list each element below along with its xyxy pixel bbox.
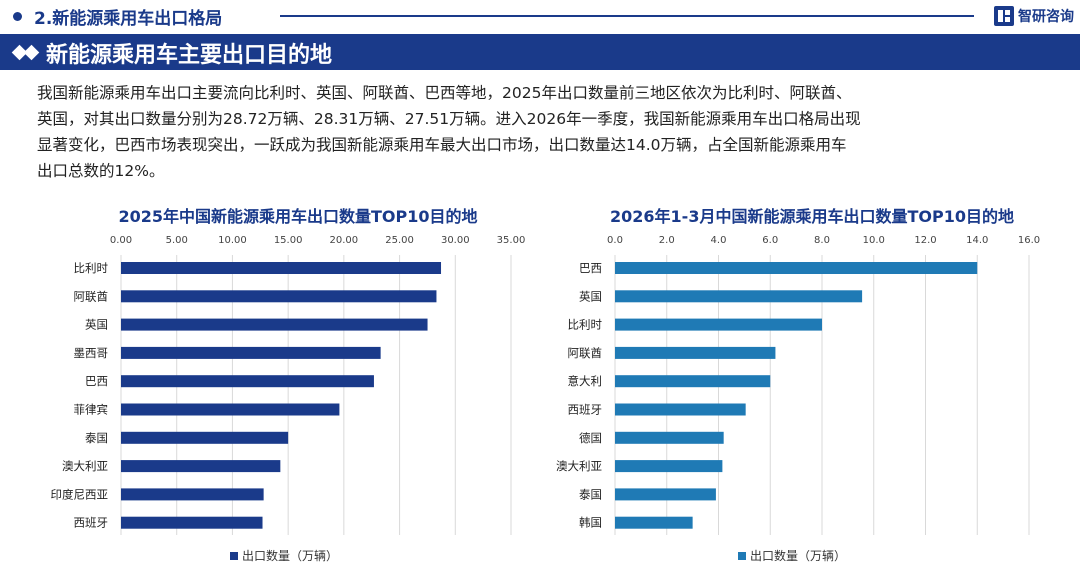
category-label: 菲律宾 <box>74 403 109 417</box>
category-label: 韩国 <box>579 516 602 530</box>
category-label: 泰国 <box>579 487 602 501</box>
category-label: 巴西 <box>579 261 602 275</box>
top-bar: 2.新能源乘用车出口格局 智研咨询 <box>0 0 1080 32</box>
x-tick-label: 10.0 <box>863 235 885 246</box>
section-title: 2.新能源乘用车出口格局 <box>34 9 223 29</box>
bar <box>615 375 771 388</box>
x-tick-label: 16.0 <box>1018 235 1040 246</box>
legend-swatch <box>230 552 238 560</box>
x-tick-label: 35.00 <box>497 235 526 246</box>
bar <box>615 488 716 501</box>
bullet-dot <box>13 12 22 21</box>
x-tick-label: 25.00 <box>385 235 414 246</box>
x-tick-label: 20.00 <box>330 235 359 246</box>
bar <box>615 431 724 444</box>
legend-label: 出口数量（万辆） <box>242 548 338 563</box>
category-label: 巴西 <box>85 374 108 388</box>
legend-label: 出口数量（万辆） <box>750 548 846 563</box>
x-tick-label: 0.0 <box>607 235 623 246</box>
category-label: 英国 <box>579 289 602 303</box>
x-tick-label: 12.0 <box>914 235 936 246</box>
bar <box>121 318 428 331</box>
x-tick-label: 8.0 <box>814 235 830 246</box>
category-label: 意大利 <box>568 374 603 388</box>
category-label: 西班牙 <box>74 516 109 530</box>
x-tick-label: 6.0 <box>762 235 778 246</box>
x-tick-label: 10.00 <box>218 235 247 246</box>
x-tick-label: 14.0 <box>966 235 988 246</box>
intro-line: 显著变化，巴西市场表现突出，一跃成为我国新能源乘用车最大出口市场，出口数量达14… <box>37 136 847 154</box>
category-label: 澳大利亚 <box>62 459 108 473</box>
intro-line: 出口总数的12%。 <box>37 162 165 180</box>
category-label: 比利时 <box>568 318 603 332</box>
bar <box>121 403 340 416</box>
legend-swatch <box>738 552 746 560</box>
intro-paragraph: 我国新能源乘用车出口主要流向比利时、英国、阿联酋、巴西等地，2025年出口数量前… <box>37 80 1057 184</box>
header-divider <box>280 15 974 17</box>
bar <box>121 375 374 388</box>
category-label: 阿联酋 <box>568 346 603 360</box>
bar <box>121 431 289 444</box>
x-tick-label: 5.00 <box>166 235 188 246</box>
x-tick-label: 0.00 <box>110 235 132 246</box>
category-label: 比利时 <box>74 261 109 275</box>
category-label: 澳大利亚 <box>556 459 602 473</box>
x-tick-label: 15.00 <box>274 235 303 246</box>
category-label: 西班牙 <box>568 403 603 417</box>
banner-title: 新能源乘用车主要出口目的地 <box>46 43 333 68</box>
brand-name: 智研咨询 <box>1018 9 1074 25</box>
category-label: 德国 <box>579 431 602 445</box>
bar <box>615 318 822 331</box>
category-label: 英国 <box>85 318 108 332</box>
bar <box>121 262 442 274</box>
category-label: 泰国 <box>85 431 108 445</box>
category-label: 阿联酋 <box>74 289 109 303</box>
x-tick-label: 30.00 <box>441 235 470 246</box>
x-tick-label: 2.0 <box>659 235 675 246</box>
title-banner: 新能源乘用车主要出口目的地 <box>0 34 1080 70</box>
brand-logo-icon <box>994 6 1014 26</box>
bar <box>615 346 776 359</box>
bar <box>615 262 978 274</box>
bar <box>121 516 263 529</box>
chart-title: 2025年中国新能源乘用车出口数量TOP10目的地 <box>118 207 477 226</box>
bar <box>615 516 693 529</box>
bar <box>121 346 381 359</box>
bar <box>121 488 264 501</box>
intro-line: 英国，对其出口数量分别为28.72万辆、28.31万辆、27.51万辆。进入20… <box>37 110 861 128</box>
bar <box>121 290 437 303</box>
bar <box>615 403 746 416</box>
category-label: 墨西哥 <box>74 346 109 360</box>
bar <box>615 290 863 303</box>
intro-line: 我国新能源乘用车出口主要流向比利时、英国、阿联酋、巴西等地，2025年出口数量前… <box>37 84 852 102</box>
x-tick-label: 4.0 <box>711 235 727 246</box>
chart-title: 2026年1-3月中国新能源乘用车出口数量TOP10目的地 <box>610 207 1014 226</box>
category-label: 印度尼西亚 <box>51 487 109 501</box>
bar <box>121 460 281 473</box>
bar <box>615 460 723 473</box>
